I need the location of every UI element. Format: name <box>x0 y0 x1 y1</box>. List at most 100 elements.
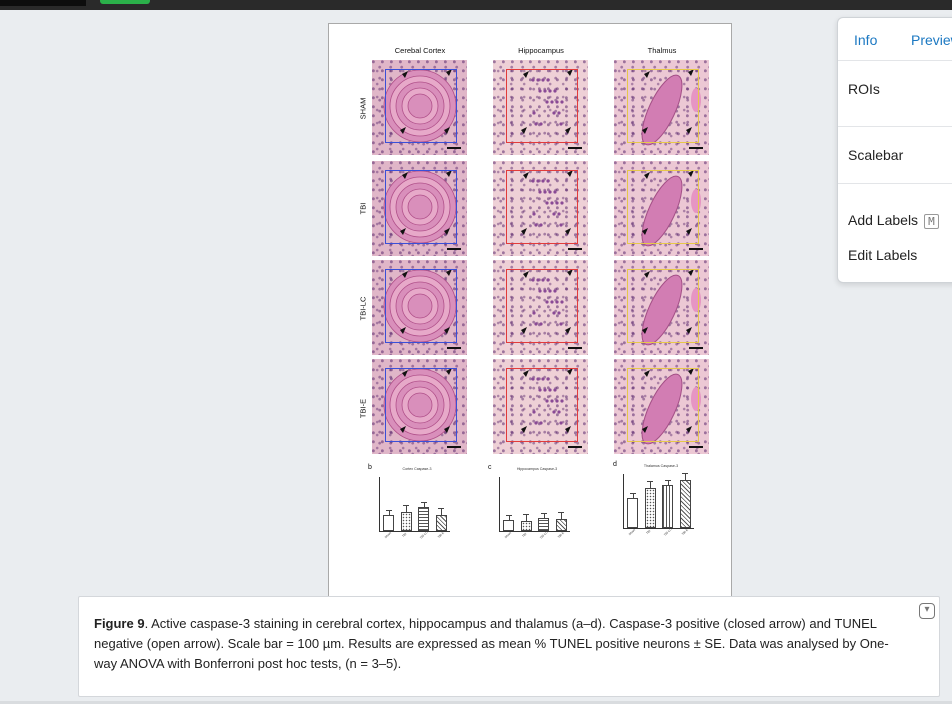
error-bar-cap <box>420 501 427 503</box>
error-bar <box>423 502 425 507</box>
error-bar <box>685 474 687 481</box>
caspase-arrow-icon <box>523 271 529 278</box>
roi-box <box>627 269 699 343</box>
caspase-arrow-icon <box>446 170 452 177</box>
x-tick-label: Sham <box>627 527 637 537</box>
scale-bar <box>568 147 582 149</box>
collapse-icon[interactable]: ▾ <box>919 603 935 619</box>
chart-axis <box>623 473 694 529</box>
column-title-cortex: Cerebal Cortex <box>394 46 446 55</box>
menu-item-add-labels[interactable]: Add Labels M <box>848 212 939 229</box>
error-bar-cap <box>403 505 410 507</box>
caspase-arrow-icon <box>523 172 529 179</box>
caspase-arrow-icon <box>644 172 650 179</box>
scale-bar <box>689 147 703 149</box>
bar-tbi-lc <box>538 517 550 531</box>
tissue-image-hippocampus <box>493 260 588 355</box>
bar-tbi-e <box>679 480 691 528</box>
menu-item-edit-labels[interactable]: Edit Labels <box>848 247 918 263</box>
roi-box <box>385 69 457 143</box>
error-bar <box>561 513 563 520</box>
caspase-arrow-icon <box>446 368 452 375</box>
row-label-tbi: TBI <box>358 202 368 215</box>
caspase-arrow-icon <box>642 426 648 433</box>
error-bar-cap <box>385 509 392 511</box>
browser-top-bar <box>0 0 952 10</box>
chart-title: Cortex Caspase-3 <box>402 467 432 471</box>
caspase-arrow-icon <box>444 127 450 134</box>
caspase-arrow-icon <box>644 370 650 377</box>
scale-bar <box>689 446 703 448</box>
row-label-tbi-e: TBI-E <box>358 398 368 419</box>
scale-bar <box>447 248 461 250</box>
roi-box <box>506 69 578 143</box>
caspase-arrow-icon <box>521 127 527 134</box>
caspase-arrow-icon <box>521 426 527 433</box>
tissue-image-thalamus <box>614 60 709 155</box>
caspase-arrow-icon <box>642 127 648 134</box>
menu-item-rois[interactable]: ROIs <box>848 81 880 97</box>
scale-bar <box>689 347 703 349</box>
tissue-image-cortex <box>372 359 467 454</box>
caspase-arrow-icon <box>688 368 694 375</box>
roi-box <box>506 269 578 343</box>
row-label-tbi-lc: TBI-LC <box>358 296 368 321</box>
bar-sham <box>383 514 395 531</box>
tissue-image-hippocampus <box>493 161 588 256</box>
top-bar-green-button[interactable] <box>100 0 150 4</box>
menu-divider <box>838 126 952 127</box>
tissue-image-cortex <box>372 260 467 355</box>
tissue-image-thalamus <box>614 359 709 454</box>
caspase-arrow-icon <box>400 228 406 235</box>
caspase-arrow-icon <box>402 271 408 278</box>
error-bar-cap <box>682 473 689 475</box>
x-tick-label: TBI <box>521 531 528 539</box>
caspase-arrow-icon <box>400 327 406 334</box>
error-bar-cap <box>664 479 671 481</box>
roi-box <box>385 170 457 244</box>
error-bar <box>632 494 634 499</box>
menu-tabs: Info Preview <box>838 18 952 61</box>
error-bar <box>543 513 545 518</box>
bar-tbi-e <box>435 514 447 531</box>
caspase-arrow-icon <box>521 327 527 334</box>
caspase-arrow-icon <box>400 127 406 134</box>
tab-preview[interactable]: Preview <box>911 32 952 48</box>
error-bar <box>388 510 390 515</box>
chart-cortex: Cortex Caspase-3 Sham TBI TBI-LC TBI-E <box>367 467 467 547</box>
caspase-arrow-icon <box>444 426 450 433</box>
caspase-arrow-icon <box>688 269 694 276</box>
bar-tbi <box>400 512 412 531</box>
chart-title: Hippocampus Caspase-3 <box>516 467 558 471</box>
caption-label: Figure 9 <box>94 616 145 631</box>
column-title-hippocampus: Hippocampus <box>518 46 564 55</box>
x-tick-label: TBI-E <box>680 527 689 537</box>
caspase-arrow-icon <box>400 426 406 433</box>
caspase-arrow-icon <box>567 170 573 177</box>
scale-bar <box>568 446 582 448</box>
panel-letter-c: c <box>488 464 492 471</box>
x-tick-label: TBI <box>645 528 652 536</box>
x-tick-label: TBI-E <box>556 530 565 540</box>
menu-divider <box>838 183 952 184</box>
caspase-arrow-icon <box>644 271 650 278</box>
side-menu-panel: Info Preview ROIs Scalebar Add Labels M E… <box>837 17 952 283</box>
error-bar-cap <box>523 514 530 516</box>
error-bar-cap <box>540 512 547 514</box>
figure-image: Cerebal Cortex Hippocampus Thalmus SHAM … <box>328 23 732 623</box>
x-tick-label: TBI-E <box>436 530 445 540</box>
tissue-image-thalamus <box>614 260 709 355</box>
caspase-arrow-icon <box>402 172 408 179</box>
scale-bar <box>447 147 461 149</box>
roi-box <box>627 170 699 244</box>
menu-item-scalebar[interactable]: Scalebar <box>848 147 904 163</box>
tab-info[interactable]: Info <box>854 32 878 48</box>
error-bar-cap <box>558 512 565 514</box>
chart-hippocampus: Hippocampus Caspase-3 Sham TBI TBI-LC TBI-E <box>487 467 587 547</box>
shortcut-badge: M <box>924 214 939 229</box>
error-bar <box>508 516 510 521</box>
bar-sham <box>627 498 639 528</box>
row-label-sham: SHAM <box>358 97 368 120</box>
caspase-arrow-icon <box>565 127 571 134</box>
bottom-border <box>0 701 952 704</box>
